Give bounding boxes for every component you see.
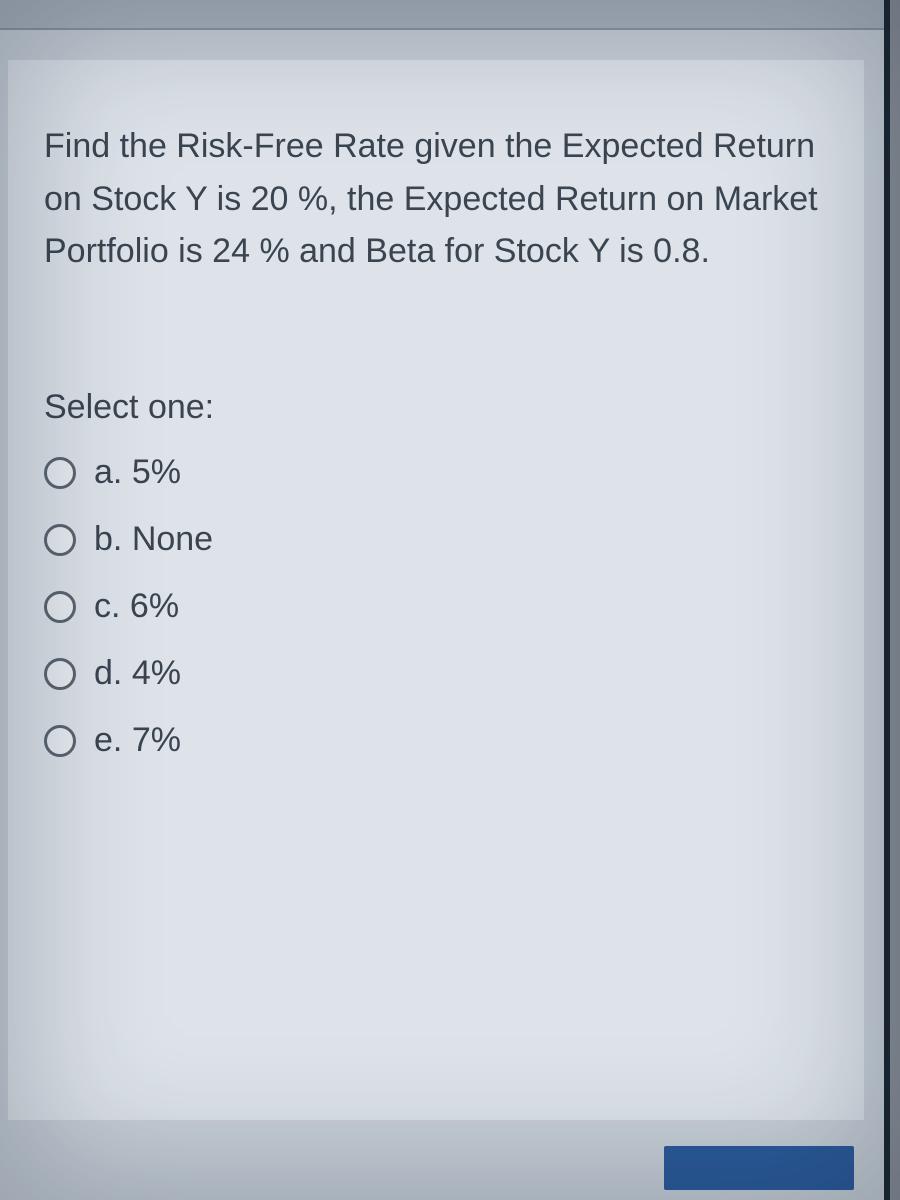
option-letter: e. bbox=[94, 721, 122, 759]
radio-icon[interactable] bbox=[44, 524, 76, 556]
radio-icon[interactable] bbox=[44, 658, 76, 690]
option-c[interactable]: c. 6% bbox=[44, 587, 828, 626]
option-a[interactable]: a. 5% bbox=[44, 453, 828, 492]
radio-icon[interactable] bbox=[44, 457, 76, 489]
bottom-button[interactable] bbox=[664, 1146, 854, 1190]
option-text: 6% bbox=[130, 587, 179, 625]
question-text: Find the Risk-Free Rate given the Expect… bbox=[44, 120, 828, 278]
option-letter: d. bbox=[94, 654, 122, 692]
option-d[interactable]: d. 4% bbox=[44, 654, 828, 693]
option-text: None bbox=[132, 520, 213, 558]
option-label: c. 6% bbox=[94, 587, 179, 626]
option-letter: b. bbox=[94, 520, 122, 558]
screen-frame: Find the Risk-Free Rate given the Expect… bbox=[0, 0, 890, 1200]
question-card: Find the Risk-Free Rate given the Expect… bbox=[8, 60, 864, 1120]
option-text: 4% bbox=[132, 654, 181, 692]
select-one-label: Select one: bbox=[44, 388, 828, 427]
option-label: b. None bbox=[94, 520, 213, 559]
option-letter: c. bbox=[94, 587, 120, 625]
option-label: e. 7% bbox=[94, 721, 181, 760]
option-label: a. 5% bbox=[94, 453, 181, 492]
options-list: a. 5% b. None c. 6% bbox=[44, 453, 828, 760]
radio-icon[interactable] bbox=[44, 591, 76, 623]
top-edge-bar bbox=[0, 0, 884, 30]
option-e[interactable]: e. 7% bbox=[44, 721, 828, 760]
option-b[interactable]: b. None bbox=[44, 520, 828, 559]
option-label: d. 4% bbox=[94, 654, 181, 693]
radio-icon[interactable] bbox=[44, 725, 76, 757]
option-letter: a. bbox=[94, 453, 122, 491]
option-text: 7% bbox=[132, 721, 181, 759]
option-text: 5% bbox=[132, 453, 181, 491]
